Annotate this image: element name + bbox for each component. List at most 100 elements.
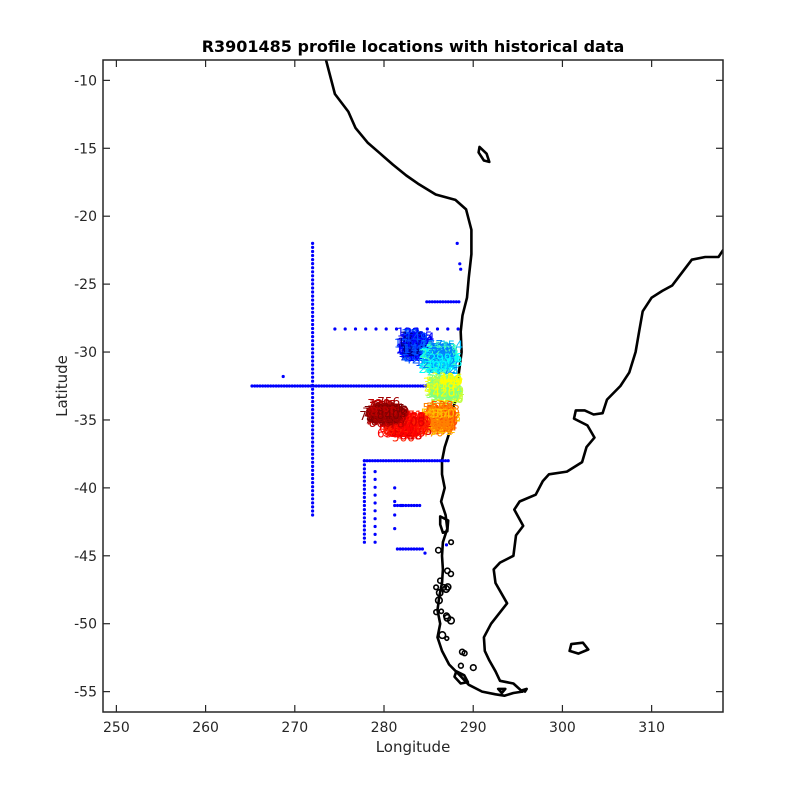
historical-point xyxy=(405,327,409,331)
profile-marker: 32 xyxy=(406,336,421,350)
profile-marker: 695 xyxy=(395,413,418,427)
profile-marker: 219 xyxy=(428,357,451,371)
profile-marker: 603 xyxy=(403,410,426,424)
historical-point xyxy=(365,459,369,463)
historical-point xyxy=(419,384,423,388)
profile-marker: 619 xyxy=(393,414,416,428)
profile-marker: 614 xyxy=(391,425,414,439)
profile-marker: 663 xyxy=(388,422,411,436)
profile-marker: 321 xyxy=(426,387,449,401)
historical-point xyxy=(392,459,396,463)
profile-marker: 596 xyxy=(394,415,417,429)
profile-marker: 152 xyxy=(436,363,459,377)
historical-point xyxy=(362,512,366,516)
profile-marker: 631 xyxy=(386,416,409,430)
profile-marker: 789 xyxy=(367,413,390,427)
profile-marker: 529 xyxy=(426,420,449,434)
profile-marker: 429 xyxy=(424,409,447,423)
x-tick-label: 290 xyxy=(460,720,487,736)
profile-marker: 687 xyxy=(387,422,410,436)
historical-point xyxy=(311,331,315,335)
profile-marker: 794 xyxy=(375,402,398,416)
historical-point xyxy=(425,300,429,304)
profile-marker: 434 xyxy=(422,418,445,432)
historical-point xyxy=(409,547,413,551)
historical-point xyxy=(408,459,412,463)
profile-marker: 524 xyxy=(427,408,450,422)
profile-marker: 61 xyxy=(411,335,426,349)
island-outline xyxy=(438,515,450,534)
profile-marker: 688 xyxy=(397,415,420,429)
historical-point xyxy=(311,298,315,302)
profile-marker: 6 xyxy=(415,342,423,356)
profile-marker: 748 xyxy=(374,404,397,418)
profile-marker: 634 xyxy=(396,421,419,435)
profile-marker: 455 xyxy=(425,410,448,424)
profile-marker: 113 xyxy=(405,340,428,354)
profile-marker: 442 xyxy=(431,403,454,417)
profile-marker: 320 xyxy=(434,378,457,392)
profile-marker: 451 xyxy=(432,416,455,430)
profile-marker: 372 xyxy=(441,385,464,399)
profile-marker: 153 xyxy=(433,352,456,366)
profile-marker: 129 xyxy=(398,346,421,360)
historical-point xyxy=(311,432,315,436)
profile-marker: 754 xyxy=(382,402,405,416)
historical-point xyxy=(311,448,315,452)
profile-marker: 136 xyxy=(410,335,433,349)
profile-marker: 496 xyxy=(426,419,449,433)
profile-marker: 140 xyxy=(407,345,430,359)
historical-point xyxy=(362,483,366,487)
historical-point xyxy=(394,384,399,388)
profile-marker: 186 xyxy=(425,360,448,374)
profile-marker: 250 xyxy=(427,358,450,372)
profile-marker: 25 xyxy=(408,338,423,352)
profile-marker: 623 xyxy=(390,414,413,428)
profile-marker: 96 xyxy=(405,349,420,363)
profile-marker: 770 xyxy=(368,408,391,422)
profile-marker: 57 xyxy=(404,334,419,348)
historical-point xyxy=(445,384,449,388)
profile-marker: 509 xyxy=(434,416,457,430)
profile-marker: 743 xyxy=(369,408,392,422)
profile-marker: 788 xyxy=(381,407,404,421)
profile-marker: 386 xyxy=(433,378,456,392)
profile-marker: 345 xyxy=(436,382,459,396)
historical-point xyxy=(311,444,315,448)
profile-marker: 265 xyxy=(429,353,452,367)
profile-marker: 719 xyxy=(370,410,393,424)
profile-marker: 470 xyxy=(421,425,444,439)
profile-marker: 42 xyxy=(404,352,419,366)
historical-point xyxy=(311,416,315,420)
profile-marker: 122 xyxy=(397,325,420,339)
profile-marker: 373 xyxy=(432,385,455,399)
profile-marker: 633 xyxy=(391,416,414,430)
profile-marker: 246 xyxy=(431,341,454,355)
historical-point xyxy=(311,497,315,501)
profile-marker: 88 xyxy=(408,342,423,356)
profile-marker: 625 xyxy=(390,415,413,429)
historical-point xyxy=(354,384,358,388)
historical-point xyxy=(353,327,358,331)
profile-marker: 285 xyxy=(419,362,442,376)
profile-marker: 716 xyxy=(372,406,395,420)
profile-marker: 507 xyxy=(423,409,446,423)
profile-marker: 423 xyxy=(430,412,453,426)
profile-marker: 26 xyxy=(413,336,428,350)
profile-marker: 259 xyxy=(436,352,459,366)
profile-marker: 238 xyxy=(426,349,449,363)
coastline xyxy=(324,60,524,697)
profile-marker: 487 xyxy=(425,423,448,437)
profile-marker: 199 xyxy=(432,356,455,370)
historical-point xyxy=(362,540,366,544)
profile-marker: 28 xyxy=(404,326,419,340)
historical-point xyxy=(269,384,273,388)
profile-marker: 110 xyxy=(409,333,432,347)
profile-marker: 560 xyxy=(432,407,455,421)
historical-point xyxy=(446,459,450,463)
profile-marker: 343 xyxy=(429,382,452,396)
profile-marker: 840 xyxy=(377,408,400,422)
profile-marker: 813 xyxy=(384,407,407,421)
profile-marker: 521 xyxy=(432,414,455,428)
profile-marker: 208 xyxy=(428,346,451,360)
